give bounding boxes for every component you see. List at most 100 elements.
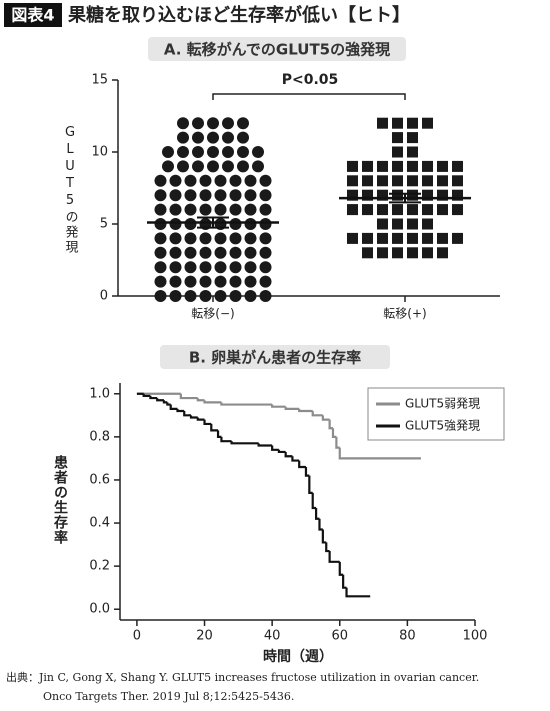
square <box>377 218 388 230</box>
survival-step <box>338 447 421 460</box>
survival-step <box>331 428 337 438</box>
square <box>422 189 433 201</box>
badge: 図表4 <box>11 6 54 25</box>
dot <box>214 203 227 216</box>
x-tick-label: 0 <box>133 629 141 644</box>
dot <box>184 232 197 245</box>
square <box>377 232 388 244</box>
survival-step <box>189 415 198 419</box>
square <box>377 117 388 129</box>
square <box>362 160 373 172</box>
survival-step <box>156 398 164 402</box>
dot <box>259 174 272 187</box>
dot <box>244 189 257 202</box>
dot <box>259 203 272 216</box>
survival-step <box>203 400 222 404</box>
square <box>422 175 433 187</box>
square <box>347 204 358 216</box>
dot <box>229 261 242 274</box>
dot <box>229 290 242 302</box>
source: 出典：Jin C, Gong X, Shang Y. GLUT5 increas… <box>6 670 479 684</box>
square <box>347 232 358 244</box>
header-title: 果糖を取り込むほど生存率が低い【ヒト】 <box>67 4 410 26</box>
square <box>407 175 418 187</box>
dot <box>244 246 257 259</box>
badge-box <box>4 3 62 27</box>
y-tick-label: 0.8 <box>89 429 110 444</box>
dot <box>192 160 204 173</box>
square <box>362 175 373 187</box>
square <box>392 189 403 201</box>
dot <box>177 160 189 173</box>
legend-box <box>367 387 505 441</box>
square <box>452 160 463 172</box>
dot <box>214 174 227 187</box>
survival-step <box>142 393 151 398</box>
dot <box>222 131 234 144</box>
survival-step <box>196 398 205 402</box>
survival-step <box>342 574 347 589</box>
square <box>407 160 418 172</box>
dot <box>184 261 197 274</box>
square <box>392 160 403 172</box>
square <box>362 247 373 259</box>
survival-step <box>284 406 300 410</box>
square <box>377 160 388 172</box>
dot <box>154 246 167 259</box>
dot <box>199 189 212 202</box>
dot <box>207 160 219 173</box>
square <box>437 247 448 259</box>
survival-step <box>179 393 198 400</box>
survival-step <box>203 419 212 426</box>
dot <box>154 275 167 288</box>
dot <box>244 232 257 245</box>
survival-step <box>220 436 232 443</box>
square <box>407 247 418 259</box>
dot <box>229 275 242 288</box>
square <box>452 204 463 216</box>
dot <box>244 290 257 302</box>
survival-step <box>257 443 273 447</box>
square <box>422 218 433 230</box>
dot <box>154 174 167 187</box>
survival-step <box>335 436 340 449</box>
square <box>422 247 433 259</box>
x-tick-label: 転移(−) <box>191 307 234 321</box>
square <box>377 175 388 187</box>
x-tick-label: 60 <box>331 629 348 644</box>
x-tick-label: 100 <box>463 629 488 644</box>
survival-step <box>284 451 293 458</box>
dot <box>214 246 227 259</box>
dot <box>222 117 234 130</box>
survival-step <box>277 449 286 454</box>
survival-step <box>311 411 323 417</box>
y-tick-label: 10 <box>91 145 108 160</box>
square <box>347 175 358 187</box>
dot <box>229 174 242 187</box>
dot <box>207 131 219 144</box>
dot <box>229 218 242 230</box>
title-bg <box>160 345 390 369</box>
dot <box>214 261 227 274</box>
survival-step <box>169 404 178 410</box>
dot <box>169 232 182 245</box>
y-tick-label: 0.2 <box>89 559 110 574</box>
x-tick-label: 20 <box>196 629 213 644</box>
square <box>437 189 448 201</box>
square <box>407 189 418 201</box>
error-bar <box>197 216 229 229</box>
square <box>362 232 373 244</box>
dot <box>169 261 182 274</box>
square <box>407 232 418 244</box>
dot <box>237 160 249 173</box>
dot <box>199 290 212 302</box>
survival-step <box>162 400 168 404</box>
square <box>407 218 418 230</box>
survival-step <box>230 441 259 445</box>
dot <box>199 232 212 245</box>
dot <box>214 275 227 288</box>
dot <box>169 218 182 230</box>
dot <box>222 146 234 158</box>
dot <box>199 275 212 288</box>
